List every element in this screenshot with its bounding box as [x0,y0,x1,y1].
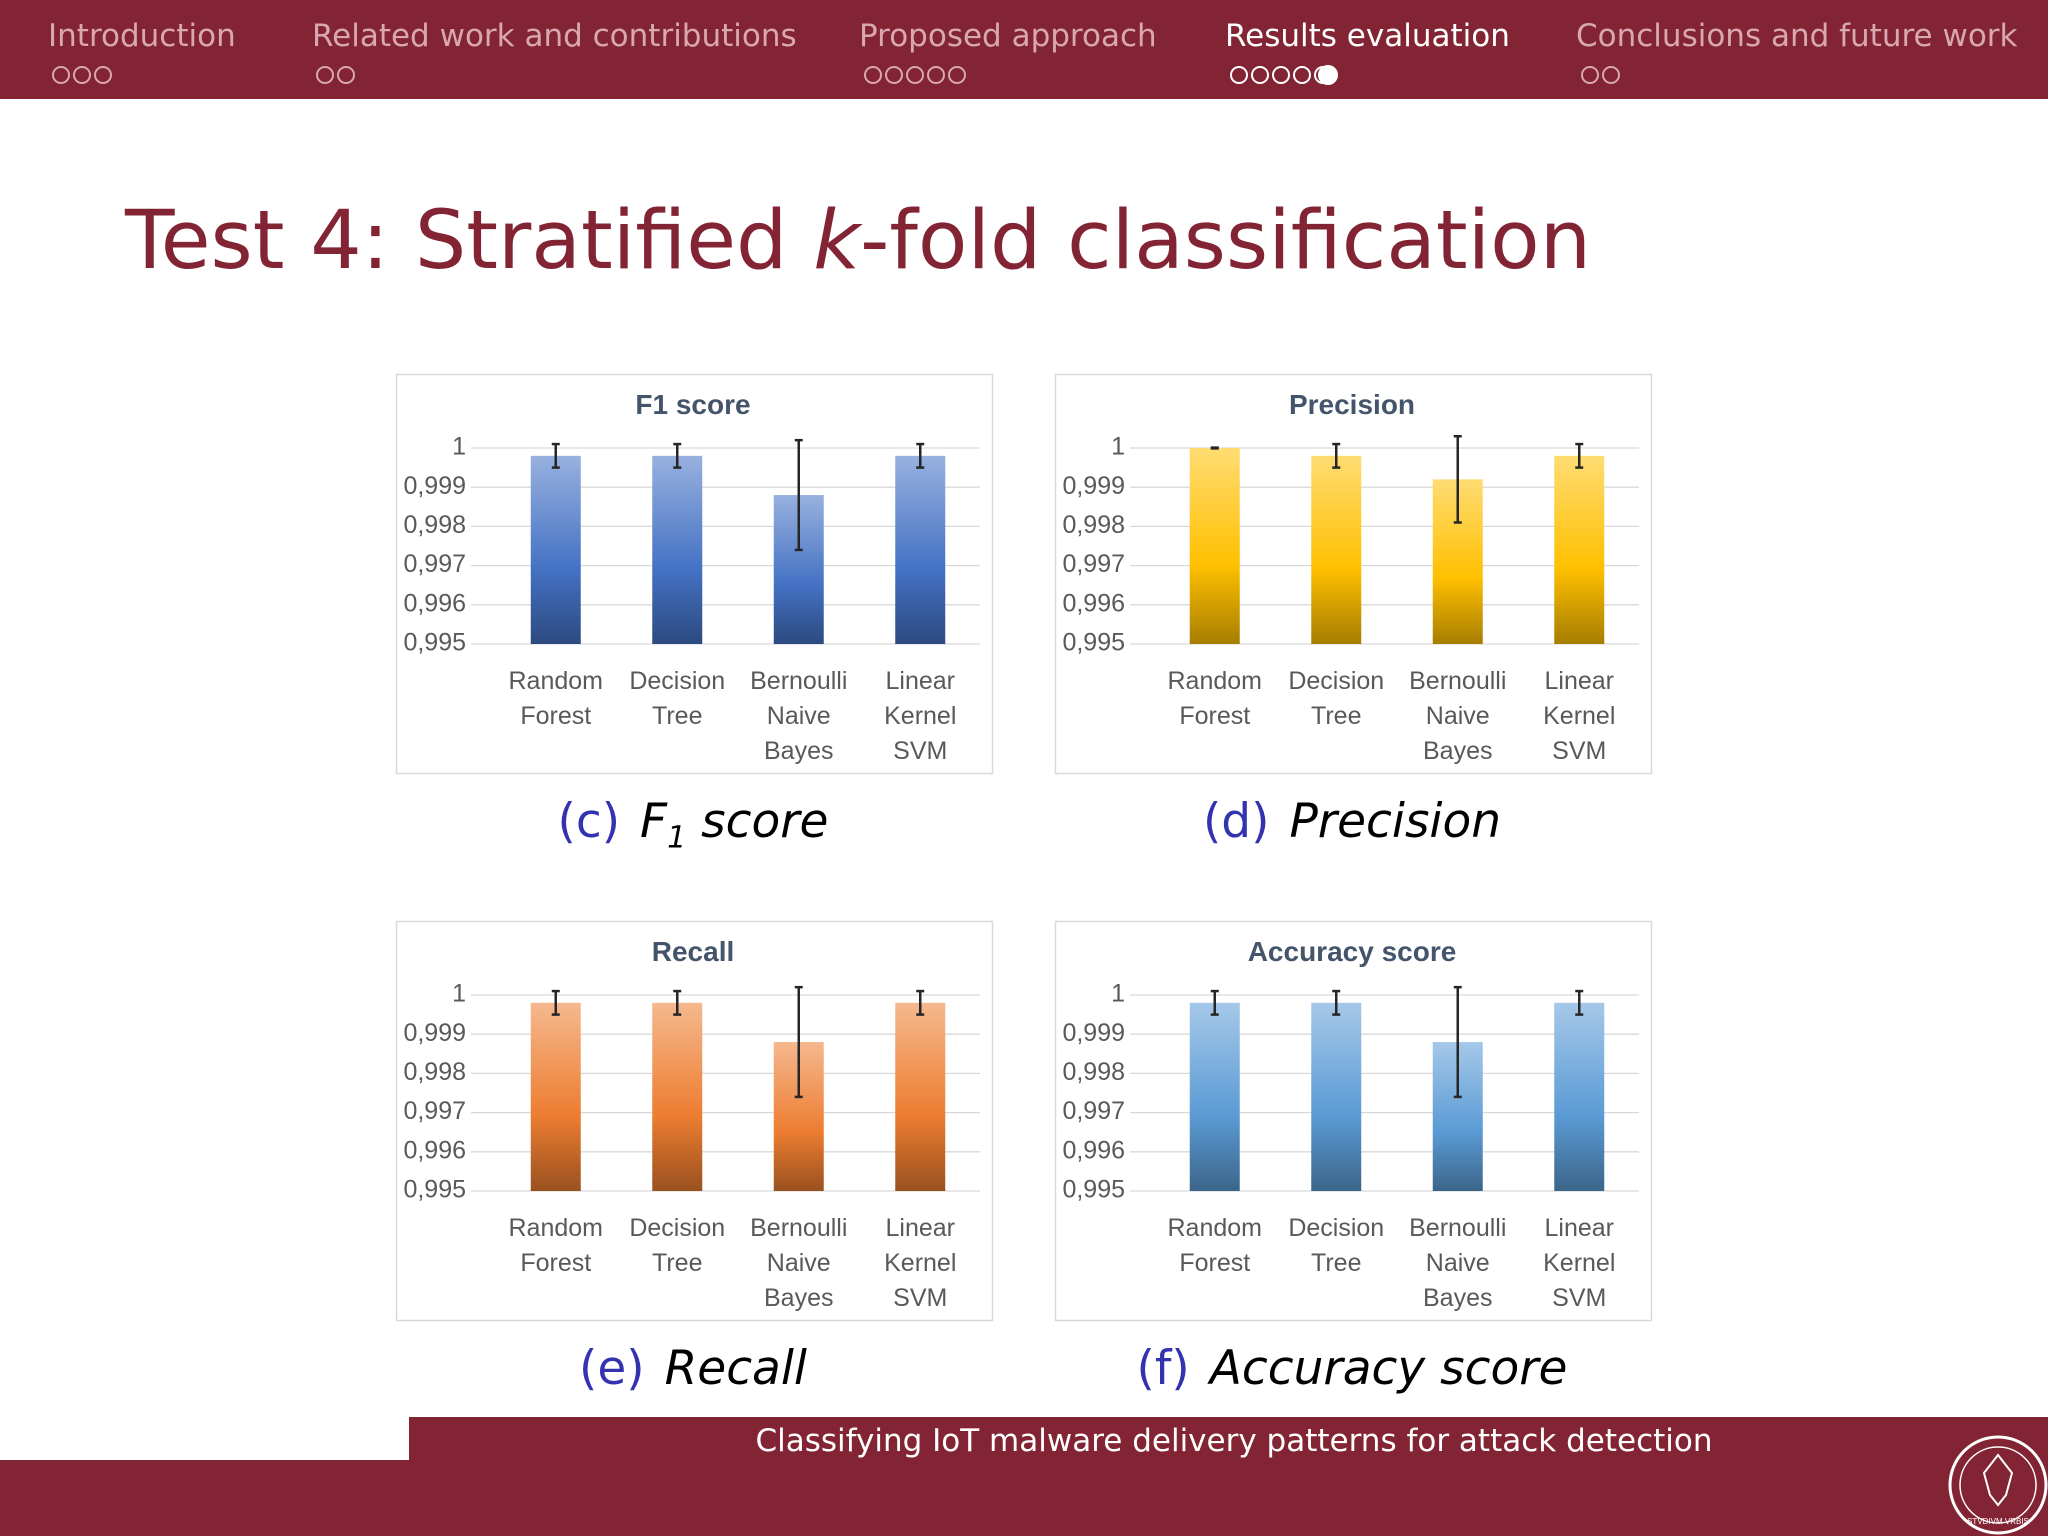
caption-text: Precision [1289,794,1502,849]
bar [1311,455,1362,644]
y-tick-label: 0,996 [403,1136,466,1164]
caption-subscript: 1 [667,820,687,856]
y-tick-label: 0,998 [1062,511,1125,539]
x-tick-label: Decision Tree [1288,667,1385,730]
bar [1554,1002,1605,1191]
caption-text: Recall [664,1341,807,1396]
caption-label: (d) [1202,794,1270,849]
x-tick-label: Random Forest [508,667,604,730]
bar [895,1002,946,1191]
logo: STVDIVM VRBIS [1948,1435,2048,1535]
nav-dots [52,65,1620,85]
bar [1189,448,1240,644]
x-tick-label: Random Forest [1167,667,1263,730]
chart-title: Recall [652,936,735,967]
bar [895,455,946,644]
nav-item[interactable]: Introduction [48,18,236,54]
x-tick-label: Bernoulli Naive Bayes [750,1214,848,1312]
x-tick-label: Linear Kernel SVM [884,667,957,765]
chart: F1 score 0,995 0,996 0,997 0,998 0,999 1 [395,373,994,775]
y-tick-label: 1 [1111,433,1125,461]
caption-text: Accuracy score [1209,1341,1568,1396]
y-tick-label: 0,998 [1062,1058,1125,1086]
y-tick-label: 0,999 [403,472,466,500]
footer-bar [0,1417,2048,1536]
y-tick-label: 0,999 [403,1019,466,1047]
x-tick-label: Decision Tree [629,1214,726,1277]
title-part: -fold classification [860,194,1591,288]
caption-text: F [640,794,668,849]
bar [652,1002,703,1191]
nav-item[interactable]: Proposed approach [859,18,1157,54]
chart-title: F1 score [635,389,750,420]
slide-title: Test 4: Stratified k-fold classification [124,194,1591,288]
caption-label: (f) [1136,1341,1190,1396]
y-tick-label: 0,995 [1062,1176,1125,1204]
x-tick-label: Random Forest [1167,1214,1263,1277]
nav-item[interactable]: Related work and contributions [312,18,797,54]
y-tick-label: 1 [452,980,466,1008]
y-tick-label: 0,997 [1062,1097,1125,1125]
y-tick-label: 0,997 [1062,550,1125,578]
bar [1554,455,1605,644]
x-tick-label: Decision Tree [629,667,726,730]
bar [530,1002,581,1191]
y-tick-label: 1 [452,433,466,461]
x-tick-label: Random Forest [508,1214,604,1277]
y-tick-label: 0,997 [403,550,466,578]
x-tick-label: Linear Kernel SVM [1543,1214,1616,1312]
y-tick-label: 0,999 [1062,472,1125,500]
bar [1311,1002,1362,1191]
caption-label: (e) [579,1341,645,1396]
x-tick-label: Bernoulli Naive Bayes [1409,1214,1507,1312]
figure-caption: (e) Recall [343,1341,1043,1396]
x-tick-label: Linear Kernel SVM [884,1214,957,1312]
y-tick-label: 0,998 [403,1058,466,1086]
chart: Recall 0,995 0,996 0,997 0,998 0,999 1 [395,920,994,1322]
y-tick-label: 0,995 [403,1176,466,1204]
bar [530,455,581,644]
bar [1189,1002,1240,1191]
x-tick-label: Decision Tree [1288,1214,1385,1277]
caption-text: score [686,794,829,849]
y-tick-label: 0,999 [1062,1019,1125,1047]
x-tick-label: Bernoulli Naive Bayes [1409,667,1507,765]
figure-caption: (c) F1 score [343,794,1043,855]
chart: Accuracy score 0,995 0,996 0,997 0,998 0,999 1 [1054,920,1653,1322]
y-tick-label: 0,996 [1062,589,1125,617]
chart: Precision 0,995 0,996 0,997 0,998 0,999 1 [1054,373,1653,775]
y-tick-label: 0,996 [1062,1136,1125,1164]
y-tick-label: 1 [1111,980,1125,1008]
y-tick-label: 0,996 [403,589,466,617]
y-tick-label: 0,997 [403,1097,466,1125]
x-tick-label: Linear Kernel SVM [1543,667,1616,765]
chart-title: Accuracy score [1248,936,1457,967]
y-tick-label: 0,995 [1062,629,1125,657]
figure-caption: (d) Precision [1002,794,1702,849]
nav-item[interactable]: Results evaluation [1225,18,1510,54]
caption-label: (c) [557,794,621,849]
title-part: k [813,194,863,288]
x-tick-label: Bernoulli Naive Bayes [750,667,848,765]
logo-text: STVDIVM VRBIS [1967,1517,2029,1526]
figure-caption: (f) Accuracy score [1002,1341,1702,1396]
footer-text: Classifying IoT malware delivery pattern… [755,1423,1712,1459]
bar [652,455,703,644]
chart-title: Precision [1289,389,1415,420]
nav-item[interactable]: Conclusions and future work [1576,18,2018,54]
title-part: Test 4: Stratified [124,194,813,288]
y-tick-label: 0,995 [403,629,466,657]
y-tick-label: 0,998 [403,511,466,539]
